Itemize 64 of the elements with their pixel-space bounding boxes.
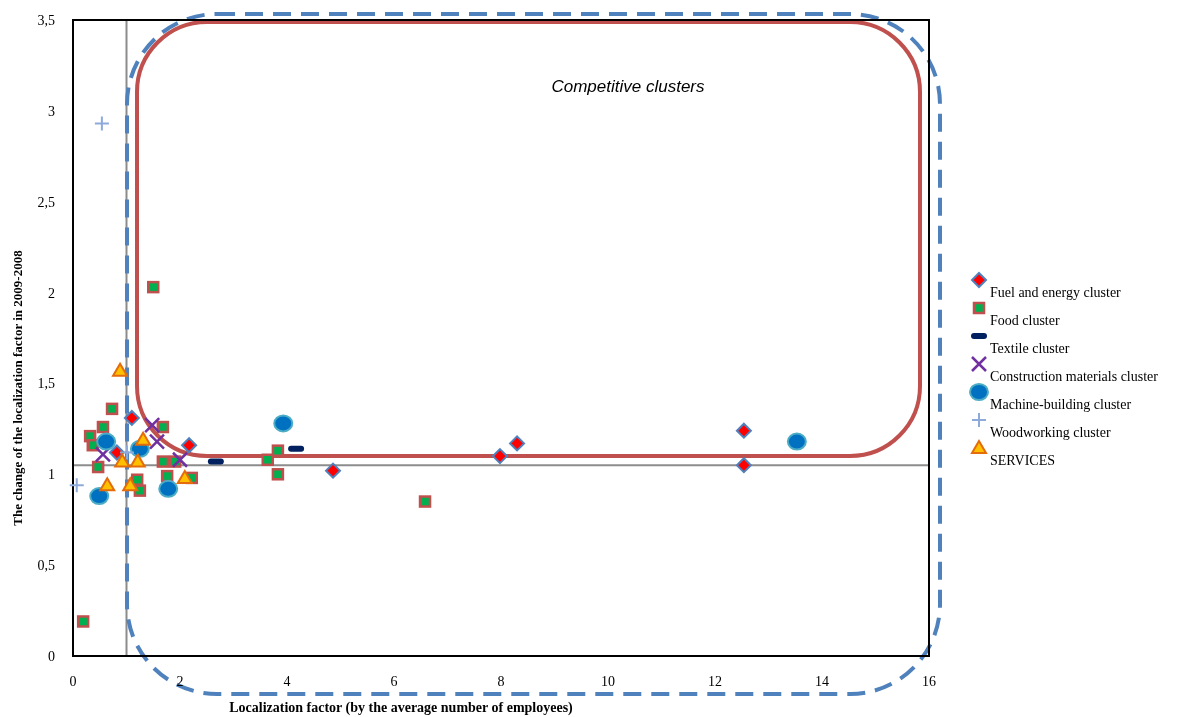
point (158, 479, 179, 498)
point (112, 362, 129, 377)
legend-label: Machine-building cluster (990, 397, 1132, 412)
point (91, 460, 105, 474)
point (271, 468, 285, 481)
legend-label: Construction materials cluster (990, 369, 1159, 384)
point (108, 444, 125, 461)
point (123, 409, 140, 426)
point (786, 432, 807, 451)
point (143, 416, 161, 434)
legend-label: Textile cluster (990, 341, 1070, 356)
legend-label: Woodworking cluster (990, 425, 1111, 440)
point (94, 446, 112, 463)
point (418, 495, 432, 508)
point (76, 615, 90, 628)
x-tick-label: 12 (708, 674, 722, 689)
y-tick-label: 1,5 (37, 376, 55, 392)
point (135, 431, 152, 446)
x-tick-label: 16 (922, 674, 936, 689)
point (129, 453, 146, 468)
point (509, 435, 526, 452)
point (93, 115, 110, 132)
point (271, 444, 285, 457)
point (89, 487, 110, 506)
x-tick-label: 0 (69, 674, 77, 689)
x-tick-label: 6 (390, 674, 398, 689)
point (735, 422, 752, 439)
point (261, 453, 274, 466)
legend-label: SERVICES (990, 453, 1056, 468)
y-tick-label: 2 (48, 285, 55, 301)
point (68, 477, 85, 494)
point (119, 444, 136, 461)
point (96, 432, 117, 451)
point (99, 477, 116, 492)
x-axis-title: Localization factor (by the average number of employees) (229, 700, 574, 716)
point (122, 477, 139, 492)
x-tick-label: 8 (497, 674, 505, 689)
point (96, 420, 110, 434)
point (114, 453, 131, 468)
y-tick-label: 0 (48, 649, 55, 664)
point (147, 280, 160, 294)
point (325, 462, 342, 479)
point (156, 455, 170, 468)
point (105, 402, 119, 416)
point (156, 420, 170, 434)
point (181, 437, 198, 454)
y-tick-label: 0,5 (37, 558, 55, 574)
annotation: Competitive clusters (551, 77, 706, 96)
x-tick-label: 14 (815, 674, 829, 689)
point (148, 433, 166, 450)
point (171, 451, 189, 468)
point (176, 469, 193, 484)
point (491, 448, 508, 465)
point (273, 414, 294, 433)
legend-label: Fuel and energy cluster (990, 285, 1122, 300)
y-tick-label: 1 (48, 467, 55, 483)
x-tick-label: 4 (283, 674, 291, 689)
x-tick-label: 10 (601, 674, 615, 689)
y-tick-label: 2,5 (37, 194, 55, 210)
y-tick-label: 3 (48, 103, 55, 119)
y-tick-label: 3,5 (37, 13, 55, 28)
legend-label: Food cluster (990, 313, 1060, 328)
y-axis-title: The change of the localization factor in 2009-2008 (10, 249, 25, 526)
point (735, 457, 752, 474)
